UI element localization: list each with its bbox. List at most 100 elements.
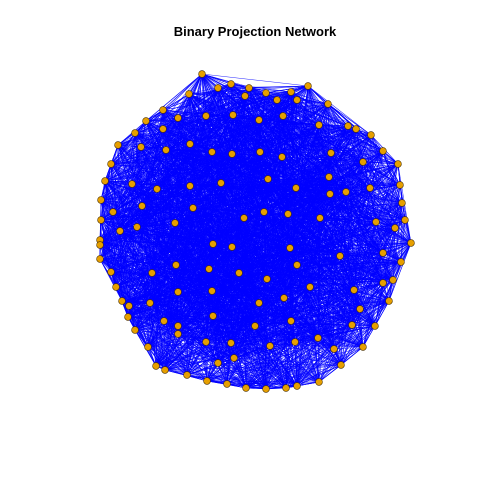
network-edge [174,213,289,224]
network-edge [296,346,364,387]
network-edge [243,193,331,219]
network-node [273,96,281,104]
network-node [344,122,352,130]
network-node [148,269,156,277]
network-edge [230,342,271,347]
network-node [153,185,161,193]
network-edge [177,290,213,327]
network-edge [99,226,138,246]
network-edge [99,239,335,350]
network-edge [309,286,361,310]
network-edge [220,182,321,219]
network-edge [296,99,320,126]
network-edge [276,99,320,126]
network-node [280,294,288,302]
network-edge [265,91,292,94]
network-edge [151,222,176,274]
network-edge [141,182,222,207]
network-edge [136,222,176,228]
network-node [264,175,272,183]
network-node [391,224,399,232]
network-edge [339,191,347,257]
network-edge [128,305,219,364]
network-edge [100,144,119,201]
network-edge [265,341,296,390]
network-edge [394,227,402,263]
network-edge [355,128,401,186]
network-edge [162,73,203,111]
network-edge [141,151,213,207]
network-edge [208,227,396,270]
network-edge [266,278,296,343]
network-node [304,82,312,90]
network-edge [258,227,396,304]
network-edge [317,252,384,339]
network-node [214,359,222,367]
network-edge [290,91,329,105]
network-edge [281,156,364,163]
network-node [223,380,231,388]
network-edge [233,286,311,359]
network-edge [145,73,203,122]
network-edge [317,324,353,339]
network-edge [226,337,319,385]
network-edge [192,176,330,209]
network-edge [295,187,331,195]
network-edge [131,146,142,185]
network-edge [265,324,353,390]
network-edge [112,128,164,213]
network-edge [149,291,179,304]
network-edge [212,243,291,249]
network-edge [99,244,271,347]
network-edge [99,205,143,246]
network-edge [231,246,296,343]
network-edge [362,161,371,189]
network-edge [362,161,399,165]
network-edge [165,149,265,213]
network-node [217,179,225,187]
network-edge [345,191,402,263]
network-edge [128,243,214,307]
network-edge [151,272,260,304]
network-edge [248,87,292,93]
network-edge [131,183,151,304]
network-edge [211,119,260,153]
network-node [407,239,415,247]
network-edge [136,217,321,228]
network-edge [233,357,247,389]
network-edge [327,103,349,127]
network-node [229,111,237,119]
network-edge [226,324,353,385]
network-edge [121,300,149,348]
network-edge [177,291,214,317]
network-edge [174,222,291,249]
network-edge [309,286,319,339]
network-node [174,288,182,296]
network-edge [382,150,403,204]
network-edge [287,213,384,254]
network-edge [294,289,355,343]
network-edge [99,244,153,274]
network-node [228,150,236,158]
network-node [208,287,216,295]
network-edge [165,115,207,151]
network-edge [400,219,406,263]
network-edge [269,345,287,389]
network-edge [177,333,235,359]
network-edge [290,91,349,127]
network-edge [281,156,396,229]
network-edge [362,161,403,204]
network-edge [174,217,321,224]
network-edge [128,264,298,307]
network-edge [220,176,330,184]
network-edge [177,308,361,335]
network-edge [226,383,287,389]
network-edge [110,271,130,307]
network-edge [220,152,332,184]
network-node [107,160,115,168]
network-edge [283,227,396,299]
network-edge [165,143,191,151]
network-edge [140,109,164,148]
network-node [315,378,323,386]
network-edge [259,151,283,158]
